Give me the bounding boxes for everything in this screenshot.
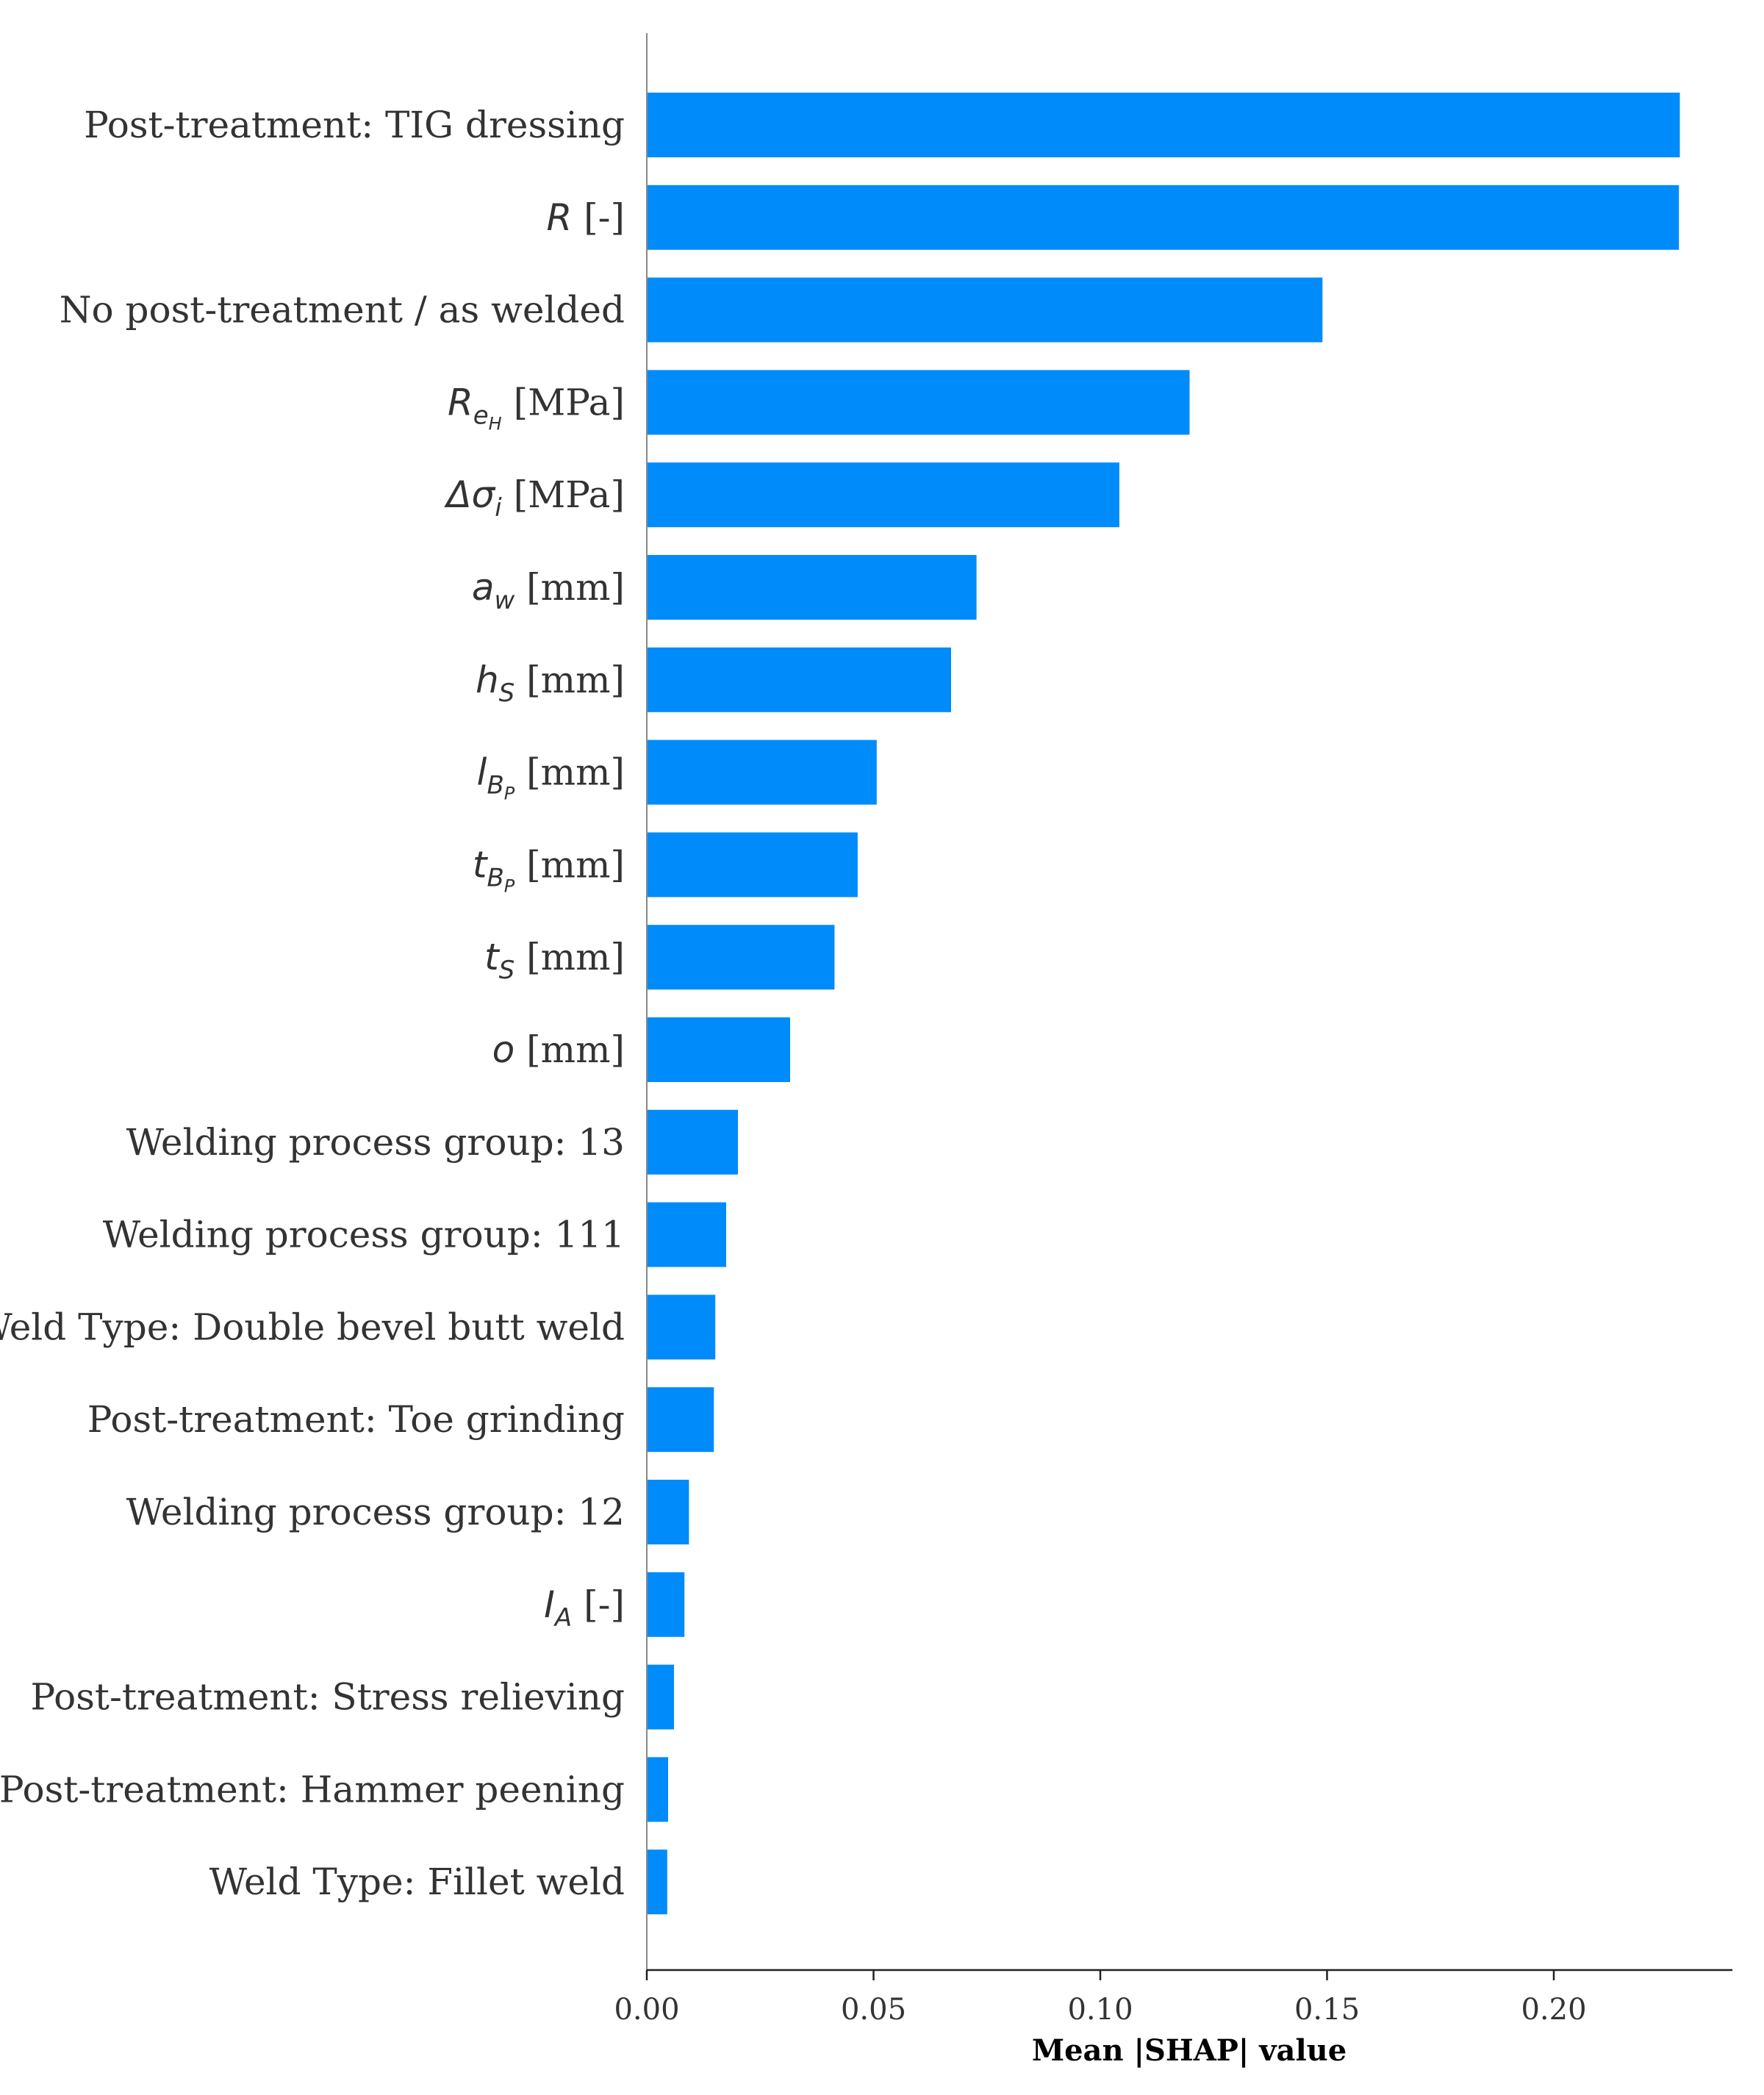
category-label: R [-] (546, 196, 625, 239)
bar-i-mpa (647, 462, 1119, 528)
bar-post-treatment-stress-relieving (647, 1664, 674, 1730)
bar-welding-process-group-111 (647, 1202, 726, 1267)
category-label: Post-treatment: Hammer peening (0, 1768, 625, 1811)
x-tick-label: 0.05 (841, 1993, 906, 2027)
bar-l-bp-mm (647, 739, 877, 805)
category-label: Welding process group: 111 (103, 1214, 625, 1256)
bar-r-eh-mpa (647, 370, 1190, 435)
bar-t-s-mm (647, 925, 835, 990)
category-label: hS [mm] (476, 659, 625, 708)
bar-o-mm (647, 1017, 790, 1082)
axes-layer (646, 33, 1732, 1972)
category-label: aw [mm] (472, 566, 625, 615)
category-label: Δσi [MPa] (443, 473, 625, 523)
category-label: ReH [MPa] (448, 381, 625, 434)
category-label: Post-treatment: Toe grinding (87, 1398, 625, 1441)
category-label: Weld Type: Double bevel butt weld (0, 1306, 625, 1348)
bar-no-post-treatment-as-welded (647, 277, 1323, 343)
bar-i-a (647, 1572, 685, 1637)
bar-r (647, 185, 1679, 250)
category-label: Welding process group: 13 (126, 1121, 625, 1164)
x-tick-label: 0.15 (1294, 1993, 1360, 2027)
category-label: Welding process group: 12 (126, 1491, 625, 1533)
x-tick-label: 0.10 (1067, 1993, 1133, 2027)
category-label: Post-treatment: TIG dressing (84, 104, 625, 146)
bar-post-treatment-hammer-peening (647, 1757, 668, 1822)
category-label: IA [-] (544, 1583, 625, 1633)
bar-welding-process-group-12 (647, 1480, 689, 1544)
x-axis-title: Mean |SHAP| value (1032, 2033, 1347, 2068)
category-label: Post-treatment: Stress relieving (31, 1676, 625, 1719)
x-tick-label: 0.00 (614, 1993, 679, 2027)
category-label: tBP [mm] (473, 843, 625, 896)
category-label: o [mm] (492, 1028, 625, 1071)
category-labels: Post-treatment: TIG dressing R [-] No post… (0, 104, 625, 1903)
x-tick-label: 0.20 (1521, 1993, 1586, 2027)
bar-weld-type-double-bevel-butt-weld (647, 1294, 716, 1360)
category-label: lBP [mm] (477, 751, 625, 804)
category-label: tS [mm] (484, 936, 625, 985)
bar-a-w-mm (647, 555, 977, 620)
bar-weld-type-fillet-weld (647, 1849, 667, 1915)
bar-post-treatment-tig-dressing (647, 93, 1680, 157)
bar-post-treatment-toe-grinding (647, 1387, 714, 1453)
category-label: Weld Type: Fillet weld (209, 1861, 625, 1903)
bar-welding-process-group-13 (647, 1109, 738, 1175)
x-ticks: 0.00 0.05 0.10 0.15 0.20 (614, 1970, 1587, 2027)
bar-h-s-mm (647, 647, 951, 712)
bars-layer (647, 93, 1680, 1915)
bar-t-bp-mm (647, 832, 858, 898)
category-label: No post-treatment / as welded (60, 289, 625, 332)
